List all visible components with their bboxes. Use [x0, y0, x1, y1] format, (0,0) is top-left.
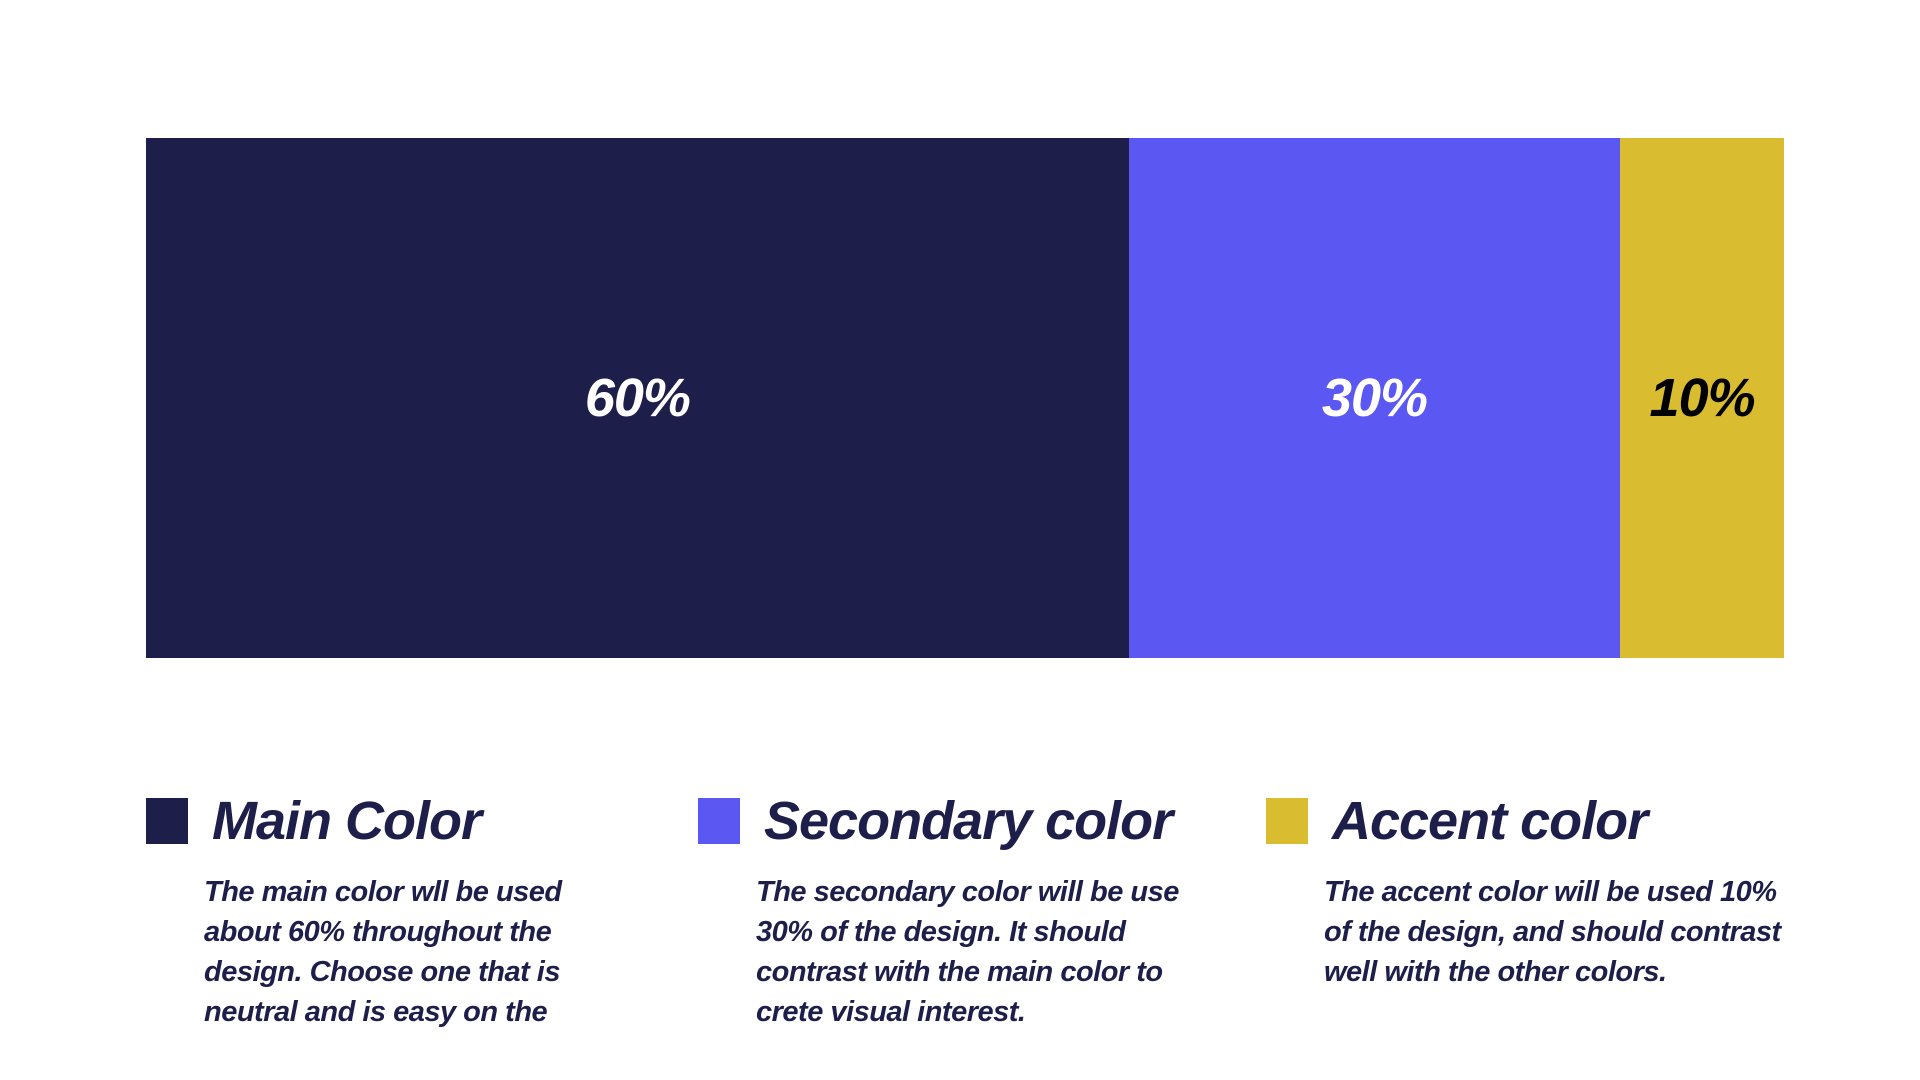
stacked-bar-chart: 60% 30% 10% [146, 138, 1784, 658]
legend-title-main: Main Color [212, 791, 482, 851]
secondary-color-swatch [698, 798, 740, 844]
bar-label-accent: 10% [1649, 368, 1756, 428]
accent-color-swatch [1266, 798, 1308, 844]
bar-segment-main: 60% [146, 138, 1129, 658]
bar-label-secondary: 30% [1321, 368, 1428, 428]
bar-segment-secondary: 30% [1128, 138, 1621, 658]
legend-title-secondary: Secondary color [764, 791, 1173, 851]
legend-description-main: The main color wll be used about 60% thr… [204, 876, 562, 1028]
legend-title-accent: Accent color [1332, 791, 1648, 851]
main-color-swatch [146, 798, 188, 844]
legend-description-secondary: The secondary color will be use 30% of t… [756, 876, 1179, 1028]
legend-description-accent: The accent color will be used 10% of the… [1324, 876, 1781, 988]
legend-item-accent: Accent color The accent color will be us… [1266, 786, 1794, 992]
bar-label-main: 60% [584, 368, 691, 428]
legend-item-secondary: Secondary color The secondary color will… [698, 786, 1226, 1032]
legend-item-main: Main Color The main color wll be used ab… [146, 786, 634, 1032]
bar-segment-accent: 10% [1620, 138, 1784, 658]
